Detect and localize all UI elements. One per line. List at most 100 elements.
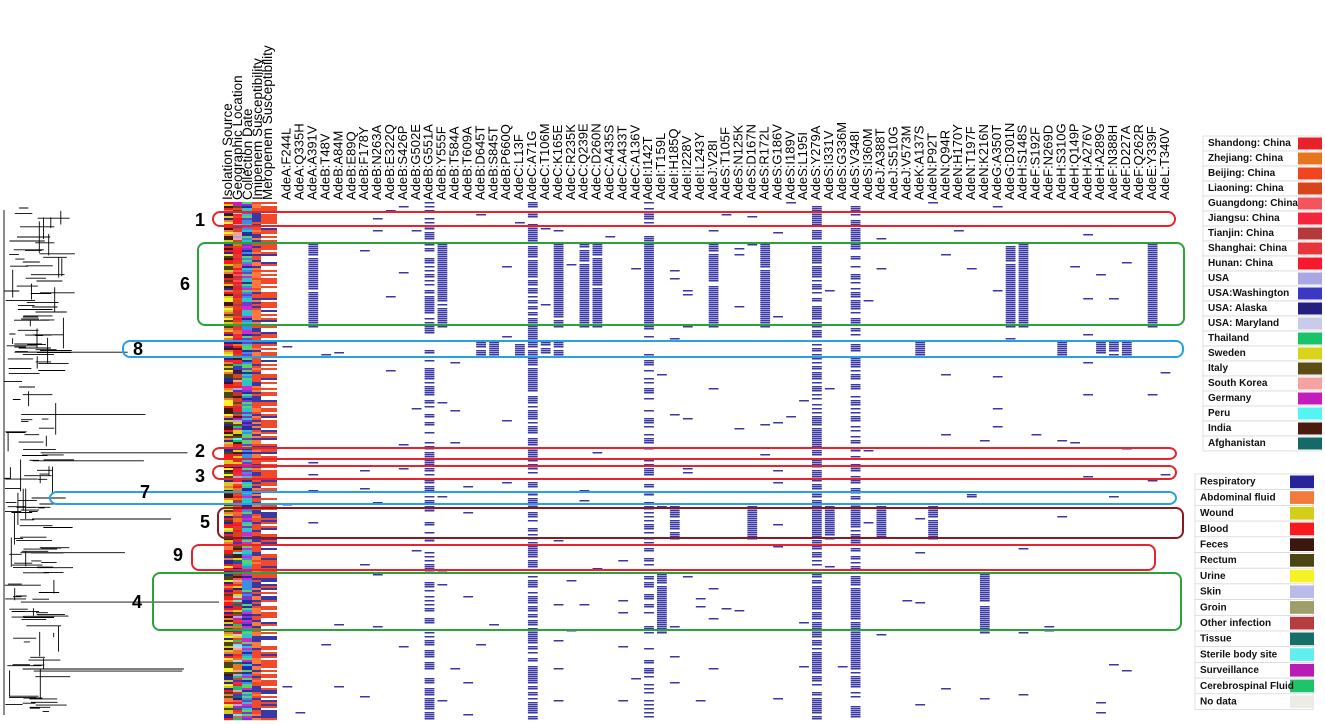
mutation-present-cell	[850, 608, 861, 610]
metadata-cell	[233, 374, 242, 377]
metadata-cell	[252, 488, 261, 491]
mutation-present-cell	[527, 444, 538, 446]
metadata-cell	[242, 216, 252, 219]
mutation-present-cell	[527, 260, 538, 262]
metadata-cell	[261, 248, 277, 251]
mutation-present-cell	[850, 328, 861, 330]
metadata-cell	[261, 618, 277, 621]
mutation-present-cell	[527, 388, 538, 390]
metadata-cell	[252, 718, 261, 721]
mutation-present-cell	[812, 664, 822, 666]
mutation-present-cell	[527, 302, 538, 304]
mutation-present-cell	[1109, 350, 1119, 352]
mutation-present-cell	[1147, 320, 1158, 322]
metadata-cell	[242, 372, 252, 375]
mutation-present-cell	[824, 506, 835, 508]
mutation-present-cell	[424, 678, 435, 680]
mutation-present-cell	[824, 526, 835, 528]
mutation-present-cell	[1018, 304, 1029, 306]
mutation-present-cell	[992, 426, 1003, 428]
mutation-present-cell	[644, 316, 654, 318]
metadata-cell	[224, 284, 233, 287]
metadata-cell	[233, 514, 242, 517]
metadata-cell	[252, 452, 261, 455]
mutation-present-cell	[850, 522, 861, 524]
metadata-cell	[242, 586, 252, 589]
mutation-present-cell	[553, 302, 564, 304]
mutation-present-cell	[644, 576, 654, 578]
metadata-cell	[261, 718, 277, 721]
mutation-present-cell	[1018, 264, 1029, 266]
mutation-present-cell	[579, 500, 590, 502]
mutation-present-cell	[708, 288, 719, 290]
metadata-cell	[242, 206, 252, 209]
metadata-cell	[261, 332, 277, 335]
geo-legend-swatch	[1298, 302, 1322, 315]
mutation-present-cell	[954, 230, 964, 232]
metadata-cell	[242, 698, 252, 701]
metadata-cell	[252, 366, 261, 369]
geo-legend-swatch	[1298, 317, 1322, 330]
metadata-cell	[233, 288, 242, 291]
metadata-cell	[252, 648, 261, 651]
metadata-cell	[261, 282, 277, 285]
metadata-cell	[261, 488, 277, 491]
mutation-present-cell	[812, 712, 822, 714]
mutation-present-cell	[824, 518, 835, 520]
metadata-cell	[242, 320, 252, 323]
metadata-cell	[252, 664, 261, 667]
metadata-cell	[242, 392, 252, 395]
source-legend-swatch	[1290, 569, 1314, 583]
metadata-cell	[252, 272, 261, 275]
metadata-cell	[242, 214, 252, 217]
mutation-present-cell	[463, 512, 474, 514]
metadata-cell	[224, 358, 233, 361]
metadata-cell	[242, 342, 252, 345]
metadata-cell	[224, 552, 233, 555]
mutation-present-cell	[812, 514, 822, 516]
metadata-cell	[261, 386, 277, 389]
mutation-present-cell	[1005, 282, 1016, 284]
metadata-cell	[233, 644, 242, 647]
mutation-present-cell	[644, 214, 654, 216]
metadata-cell	[224, 278, 233, 281]
mutation-present-cell	[540, 342, 551, 344]
mutation-present-cell	[812, 670, 822, 672]
metadata-cell	[261, 494, 277, 497]
mutation-column-label: AdeB:S845T	[485, 126, 500, 200]
mutation-present-cell	[850, 530, 861, 532]
mutation-present-cell	[592, 270, 603, 272]
mutation-present-cell	[1005, 292, 1016, 294]
mutation-present-cell	[850, 682, 861, 684]
metadata-cell	[261, 288, 277, 291]
mutation-present-cell	[553, 308, 564, 310]
mutation-present-cell	[979, 610, 990, 612]
metadata-cell	[261, 204, 277, 207]
mutation-present-cell	[850, 228, 861, 230]
mutation-present-cell	[812, 208, 822, 210]
mutation-present-cell	[592, 244, 603, 246]
mutation-present-cell	[424, 586, 435, 588]
mutation-column-label: AdeB:E89Q	[343, 131, 358, 200]
metadata-cell	[252, 214, 261, 217]
mutation-present-cell	[385, 296, 396, 298]
mutation-present-cell	[527, 638, 538, 640]
mutation-present-cell	[760, 306, 771, 308]
mutation-present-cell	[850, 666, 861, 668]
mutation-present-cell	[812, 656, 822, 658]
metadata-cell	[224, 438, 233, 441]
mutation-present-cell	[979, 578, 990, 580]
mutation-present-cell	[424, 698, 435, 700]
metadata-cell	[233, 588, 242, 591]
mutation-present-cell	[812, 560, 822, 562]
mutation-present-cell	[1005, 248, 1016, 250]
mutation-present-cell	[1083, 476, 1093, 478]
mutation-present-cell	[515, 346, 525, 348]
mutation-present-cell	[979, 624, 990, 626]
mutation-present-cell	[553, 344, 564, 346]
mutation-present-cell	[1018, 278, 1029, 280]
metadata-cell	[242, 422, 252, 425]
mutation-column-label: AdeB:P660Q	[498, 124, 513, 200]
mutation-present-cell	[1096, 350, 1106, 352]
mutation-present-cell	[1005, 280, 1016, 282]
